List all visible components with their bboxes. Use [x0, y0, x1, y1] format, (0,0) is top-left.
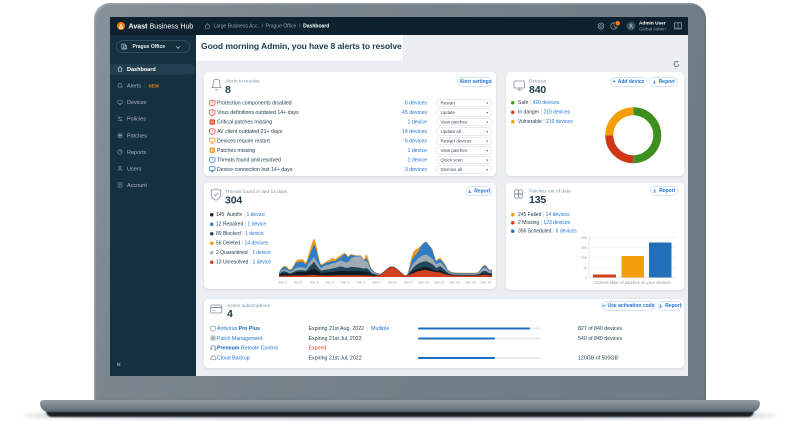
svg-text:Jun 6: Jun 6 [357, 281, 366, 285]
svg-text:Jun 13: Jun 13 [465, 281, 476, 285]
svg-text:Jun 4: Jun 4 [325, 281, 334, 285]
svg-text:Jun 11: Jun 11 [434, 281, 444, 285]
svg-text:Jun 9: Jun 9 [404, 281, 413, 285]
svg-text:Jun 7: Jun 7 [372, 281, 381, 285]
svg-text:Jun 1: Jun 1 [278, 281, 287, 285]
svg-text:Jun 8: Jun 8 [388, 281, 397, 285]
svg-text:Jun 5: Jun 5 [341, 281, 350, 285]
svg-text:Jun 10: Jun 10 [418, 281, 429, 285]
svg-text:400: 400 [581, 236, 587, 240]
svg-text:Jun 3: Jun 3 [310, 281, 319, 285]
svg-text:Jun 12: Jun 12 [449, 281, 460, 285]
svg-text:Jun 2: Jun 2 [294, 281, 303, 285]
svg-text:0: 0 [585, 276, 587, 280]
svg-text:Jun 14: Jun 14 [481, 281, 492, 285]
svg-text:10: 10 [583, 266, 587, 270]
svg-text:300: 300 [581, 246, 587, 250]
svg-text:Current state of patches on yo: Current state of patches on your devices [594, 280, 670, 285]
svg-text:200: 200 [581, 256, 587, 260]
